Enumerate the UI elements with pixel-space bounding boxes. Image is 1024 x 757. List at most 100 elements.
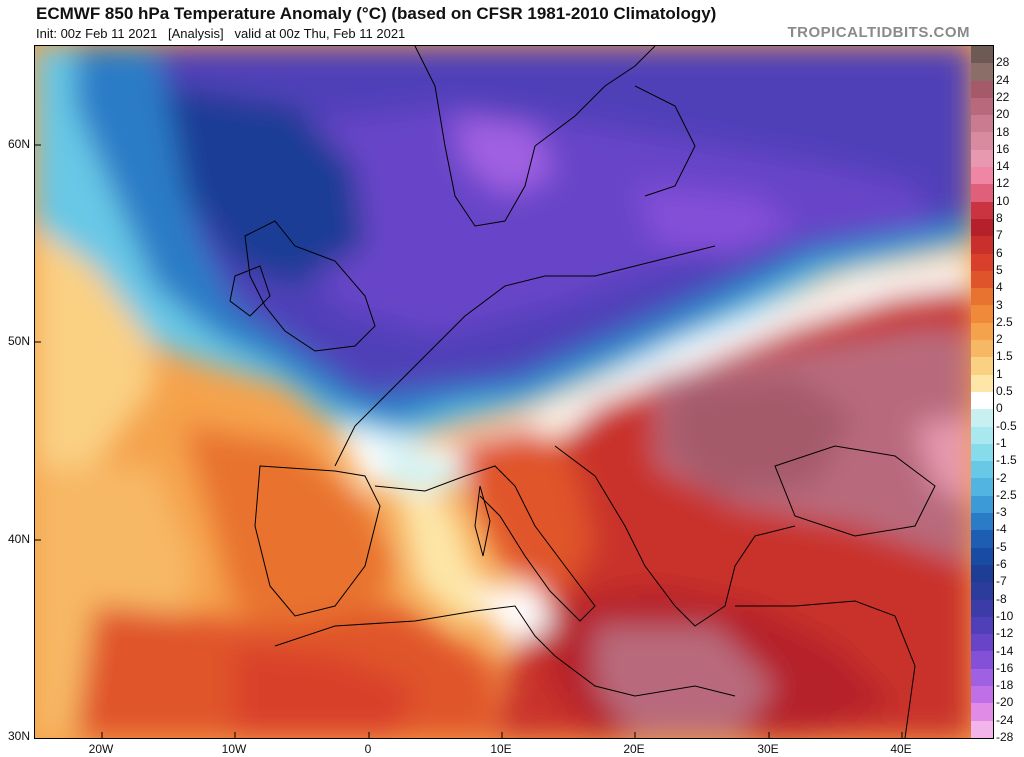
- colorbar-swatch: [971, 668, 993, 686]
- lon-label-20e: 20E: [623, 742, 645, 756]
- colorbar-label: 1: [996, 366, 1003, 381]
- colorbar-swatch: [971, 703, 993, 721]
- lat-label-30n: 30N: [7, 729, 30, 743]
- colorbar-label: 28: [996, 55, 1010, 70]
- colorbar-swatch: [971, 167, 993, 185]
- lon-label-30e: 30E: [757, 742, 779, 756]
- colorbar-swatch: [971, 530, 993, 548]
- colorbar-swatch: [971, 443, 993, 462]
- colorbar-swatch: [971, 547, 993, 565]
- colorbar-label: -2.5: [996, 487, 1017, 502]
- colorbar-label: 0.5: [996, 384, 1013, 398]
- colorbar-swatch: [971, 149, 993, 168]
- colorbar-swatch: [971, 270, 993, 289]
- colorbar-label: 7: [996, 228, 1003, 243]
- colorbar-swatch: [971, 478, 993, 496]
- colorbar-label: -5: [996, 539, 1007, 554]
- colorbar-label: 3: [996, 297, 1003, 312]
- colorbar-swatch: [971, 564, 993, 583]
- colorbar-label: -0.5: [996, 418, 1017, 433]
- colorbar-swatch: [971, 80, 993, 98]
- lon-label-10e: 10E: [490, 742, 512, 756]
- lat-label-50n: 50N: [7, 334, 30, 348]
- lon-label-20w: 20W: [88, 742, 114, 756]
- colorbar: [971, 45, 994, 739]
- colorbar-swatch: [971, 409, 993, 427]
- coast-iberia: [254, 465, 381, 617]
- colorbar-swatch: [971, 374, 993, 392]
- colorbar-swatch: [971, 616, 993, 635]
- anomaly-field: [35, 46, 972, 738]
- colorbar-label: -12: [996, 626, 1014, 641]
- colorbar-label: 8: [996, 211, 1003, 225]
- coast-north-sea-baltic: [334, 245, 716, 467]
- coast-ireland: [229, 265, 271, 317]
- brand-watermark: TROPICALTIDBITS.COM: [787, 24, 970, 41]
- colorbar-swatch: [971, 340, 993, 358]
- colorbar-swatch: [971, 634, 993, 652]
- coast-britain: [244, 220, 376, 352]
- colorbar-label: 2.5: [996, 314, 1013, 329]
- colorbar-label: 2: [996, 332, 1003, 347]
- colorbar-label: -8: [996, 591, 1007, 606]
- colorbar-label: -2: [996, 470, 1007, 485]
- colorbar-swatch: [971, 322, 993, 341]
- colorbar-swatch: [971, 201, 993, 219]
- colorbar-label: 1.5: [996, 349, 1013, 364]
- coast-anatolia-levant: [735, 600, 916, 738]
- colorbar-label: -1.5: [996, 453, 1017, 468]
- colorbar-swatch: [971, 115, 993, 133]
- colorbar-label: 24: [996, 72, 1010, 87]
- lat-label-60n: 60N: [7, 137, 30, 151]
- colorbar-label: 5: [996, 262, 1003, 277]
- colorbar-swatch: [971, 218, 993, 237]
- colorbar-swatch: [971, 236, 993, 254]
- lon-label-40e: 40E: [890, 742, 912, 756]
- colorbar-label: 18: [996, 124, 1010, 139]
- colorbar-label: 16: [996, 141, 1010, 156]
- lon-label-0: 0: [364, 742, 372, 756]
- coast-italy: [374, 465, 596, 622]
- colorbar-swatch: [971, 513, 993, 531]
- colorbar-label: 12: [996, 176, 1010, 191]
- lon-label-10w: 10W: [221, 742, 247, 756]
- colorbar-swatch: [971, 651, 993, 669]
- colorbar-label: -4: [996, 522, 1007, 537]
- colorbar-swatch: [971, 305, 993, 323]
- colorbar-swatch: [971, 63, 993, 81]
- chart-title: ECMWF 850 hPa Temperature Anomaly (°C) (…: [36, 4, 717, 23]
- coast-norway-sweden: [414, 46, 656, 227]
- lat-label-40n: 40N: [7, 532, 30, 546]
- colorbar-label: 20: [996, 107, 1010, 122]
- colorbar-label: -1: [996, 435, 1007, 450]
- colorbar-swatch: [971, 582, 993, 600]
- colorbar-label: -24: [996, 712, 1014, 727]
- colorbar-swatch: [971, 253, 993, 271]
- colorbar-swatch: [971, 391, 993, 410]
- colorbar-label: -6: [996, 557, 1007, 571]
- colorbar-label: -14: [996, 643, 1014, 658]
- colorbar-label: -16: [996, 660, 1014, 675]
- init-valid-time: Init: 00z Feb 11 2021 [Analysis] valid a…: [36, 26, 406, 41]
- colorbar-swatch: [971, 495, 993, 514]
- colorbar-label: -10: [996, 608, 1014, 623]
- colorbar-label: -20: [996, 695, 1014, 710]
- anomaly-map: [34, 45, 973, 739]
- colorbar-swatch: [971, 685, 993, 704]
- coastlines: [229, 46, 936, 738]
- colorbar-swatch: [971, 720, 993, 738]
- colorbar-label: 14: [996, 159, 1010, 174]
- colorbar-label: -3: [996, 505, 1007, 520]
- coast-black-sea: [774, 445, 936, 537]
- colorbar-swatch: [971, 357, 993, 375]
- colorbar-label: 22: [996, 89, 1010, 104]
- colorbar-swatch: [971, 132, 993, 150]
- colorbar-label: 6: [996, 245, 1003, 260]
- colorbar-swatch: [971, 426, 993, 444]
- colorbar-label: 10: [996, 193, 1010, 208]
- coast-corsica-sardinia: [474, 485, 491, 557]
- colorbar-label: -28: [996, 730, 1014, 744]
- coast-balkans: [554, 445, 796, 627]
- colorbar-swatch: [971, 46, 993, 64]
- colorbar-label: -7: [996, 574, 1007, 589]
